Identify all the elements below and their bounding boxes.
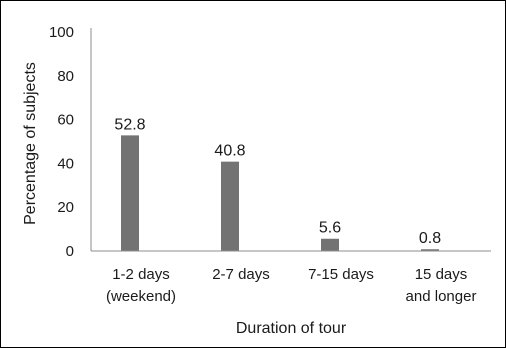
y-axis-ticks: 0 20 40 60 80 100	[49, 24, 74, 260]
x-category-label: 15 days and longer	[406, 266, 477, 305]
data-label: 0.8	[419, 230, 441, 247]
y-tick-label: 0	[66, 243, 74, 260]
y-tick-label: 20	[57, 199, 74, 216]
y-tick-label: 60	[57, 112, 74, 129]
x-axis-title: Duration of tour	[236, 320, 347, 337]
bar	[221, 161, 239, 251]
y-axis-title: Percentage of subjects	[22, 62, 39, 225]
x-category-label: 1-2 days (weekend)	[106, 266, 176, 305]
y-tick-label: 100	[49, 24, 74, 41]
bar	[321, 238, 339, 251]
data-label: 52.8	[114, 116, 145, 133]
data-labels-group: 52.8 40.8 5.6 0.8	[114, 116, 441, 247]
x-category-label: 7-15 days	[308, 266, 374, 283]
data-label: 5.6	[319, 220, 341, 237]
axes-group	[90, 28, 491, 252]
y-tick-label: 80	[57, 68, 74, 85]
category-labels-group: 1-2 days (weekend) 2-7 days 7-15 days 15 day…	[106, 266, 476, 305]
x-category-label: 2-7 days	[212, 266, 270, 283]
y-tick-label: 40	[57, 155, 74, 172]
bars-group	[121, 135, 439, 251]
bar	[421, 249, 439, 251]
bar	[121, 135, 139, 251]
data-label: 40.8	[214, 143, 245, 160]
